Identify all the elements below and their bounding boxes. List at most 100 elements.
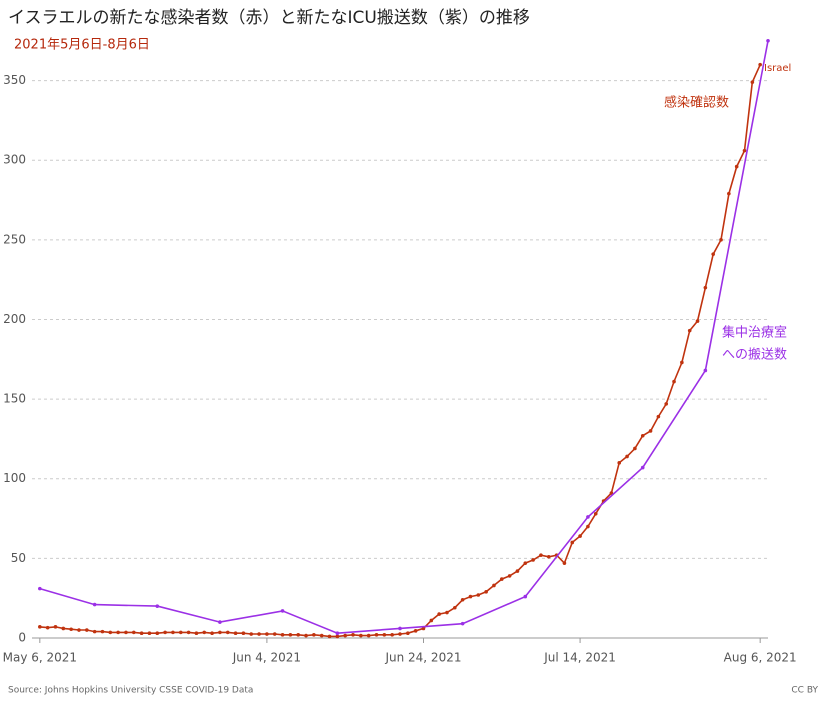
data-point — [539, 553, 543, 557]
data-point — [382, 633, 387, 637]
y-tick-label: 50 — [11, 551, 26, 565]
data-point — [45, 625, 50, 630]
data-point — [343, 633, 347, 638]
series-label: 集中治療室 — [722, 325, 787, 341]
data-point — [719, 238, 723, 242]
data-point — [38, 625, 42, 629]
data-point — [680, 360, 684, 365]
data-point — [640, 465, 645, 470]
data-point — [648, 429, 653, 433]
data-point — [445, 610, 449, 615]
data-point — [507, 574, 512, 578]
source: Source: Johns Hopkins University CSSE CO… — [8, 686, 253, 696]
data-point — [468, 594, 473, 599]
y-tick-label: 100 — [3, 471, 26, 485]
y-tick-label: 150 — [3, 392, 26, 406]
data-point — [218, 630, 222, 635]
data-point — [593, 511, 598, 516]
data-point — [546, 554, 551, 559]
chart-subtitle: 2021年5月6日-8月6日 — [14, 38, 150, 53]
data-point — [100, 629, 105, 634]
y-tick-label: 250 — [3, 232, 26, 246]
data-point — [194, 631, 199, 636]
data-point — [499, 577, 504, 581]
data-point — [327, 634, 332, 639]
x-tick-label: Aug 6, 2021 — [724, 651, 797, 665]
data-point — [742, 148, 747, 153]
y-tick-label: 300 — [3, 153, 26, 167]
data-point — [319, 633, 324, 638]
data-point — [492, 583, 496, 588]
data-point — [664, 402, 669, 406]
data-point — [703, 285, 708, 290]
y-tick-label: 0 — [18, 631, 26, 645]
data-point — [460, 621, 465, 626]
data-point — [531, 558, 535, 562]
country-label: Israel — [764, 63, 791, 74]
data-point — [351, 633, 355, 637]
data-point — [163, 630, 167, 635]
data-point — [484, 590, 488, 594]
data-point — [476, 593, 481, 597]
data-point — [131, 630, 136, 635]
x-tick-label: May 6, 2021 — [3, 651, 77, 665]
data-point — [186, 630, 191, 635]
data-point — [429, 618, 434, 623]
data-point — [257, 632, 261, 636]
series-line — [39, 40, 769, 635]
data-point — [374, 633, 379, 637]
data-point — [210, 631, 214, 636]
data-point — [288, 633, 293, 637]
chart-title: イスラエルの新たな感染者数（赤）と新たなICU搬送数（紫）の推移 — [8, 8, 530, 28]
data-point — [523, 594, 528, 599]
data-point — [139, 631, 144, 636]
data-point — [155, 631, 160, 636]
data-point — [85, 628, 89, 632]
data-point — [758, 62, 762, 67]
data-point — [147, 631, 152, 636]
data-point — [515, 569, 520, 573]
data-point — [687, 328, 692, 333]
data-point — [92, 602, 97, 607]
y-tick-label: 350 — [3, 73, 26, 87]
data-point — [586, 524, 590, 529]
y-tick-label: 200 — [3, 312, 26, 326]
data-point — [703, 368, 708, 373]
data-point — [640, 433, 645, 438]
data-point — [218, 620, 222, 624]
data-point — [413, 629, 418, 633]
data-point — [734, 164, 739, 169]
data-point — [366, 633, 371, 638]
data-point — [265, 632, 269, 636]
data-point — [766, 38, 770, 43]
data-point — [335, 631, 340, 636]
data-point — [225, 630, 230, 635]
data-point — [453, 605, 457, 610]
data-point — [178, 630, 183, 635]
data-point — [296, 633, 301, 637]
x-tick-label: Jul 14, 2021 — [543, 651, 616, 665]
data-point — [398, 626, 402, 631]
data-point — [312, 633, 316, 637]
data-point — [61, 626, 66, 631]
data-point — [202, 630, 207, 635]
data-point — [390, 633, 394, 637]
data-point — [241, 631, 246, 636]
data-point — [586, 515, 590, 519]
data-point — [108, 630, 113, 635]
data-point — [92, 629, 97, 634]
data-point — [171, 630, 175, 635]
data-point — [335, 634, 340, 639]
data-point — [727, 191, 731, 196]
data-point — [617, 461, 622, 465]
data-point — [578, 534, 582, 538]
data-point — [155, 604, 160, 608]
data-point — [562, 561, 567, 565]
data-point — [280, 609, 285, 613]
data-point — [233, 631, 238, 636]
data-point — [272, 632, 277, 636]
data-point — [406, 631, 410, 636]
data-point — [53, 625, 58, 629]
data-point — [625, 454, 629, 459]
